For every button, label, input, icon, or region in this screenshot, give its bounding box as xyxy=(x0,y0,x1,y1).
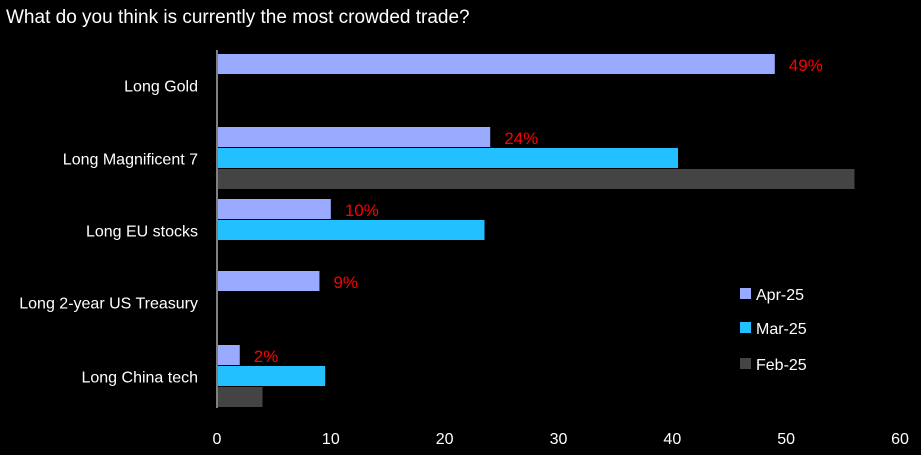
x-tick-label: 0 xyxy=(213,431,222,448)
bar-apr-25 xyxy=(218,127,491,147)
x-tick-label: 50 xyxy=(777,431,795,448)
x-tick-label: 60 xyxy=(891,431,909,448)
legend-label: Feb-25 xyxy=(756,357,807,374)
bar-apr-25 xyxy=(218,345,240,365)
x-tick-label: 10 xyxy=(322,431,340,448)
legend: Apr-25 Mar-25 Feb-25 xyxy=(740,287,807,374)
legend-label: Apr-25 xyxy=(756,287,804,304)
bar-apr-25 xyxy=(218,271,320,291)
plot-area: 0 10 20 30 40 50 60 Long Gold 49% Long Magnificen… xyxy=(19,50,909,448)
legend-swatch-feb-25 xyxy=(740,358,751,369)
chart-title: What do you think is currently the most … xyxy=(6,7,470,28)
data-label: 9% xyxy=(333,273,358,292)
bar-apr-25 xyxy=(218,54,775,74)
data-label: 24% xyxy=(504,129,538,148)
legend-swatch-mar-25 xyxy=(740,322,751,333)
legend-label: Mar-25 xyxy=(756,321,807,338)
x-tick-label: 20 xyxy=(436,431,454,448)
category-label: Long Magnificent 7 xyxy=(63,152,198,169)
legend-swatch-apr-25 xyxy=(740,288,751,299)
bar-mar-25 xyxy=(218,148,679,168)
x-tick-label: 40 xyxy=(663,431,681,448)
bar-mar-25 xyxy=(218,366,326,386)
category-label: Long 2-year US Treasury xyxy=(19,296,198,313)
category-label: Long China tech xyxy=(81,370,198,387)
category-label: Long EU stocks xyxy=(86,224,198,241)
category-label: Long Gold xyxy=(124,79,198,96)
bar-feb-25 xyxy=(218,387,263,407)
bar-feb-25 xyxy=(218,169,855,189)
data-label: 10% xyxy=(345,201,379,220)
bar-mar-25 xyxy=(218,220,485,240)
x-tick-label: 30 xyxy=(550,431,568,448)
data-label: 49% xyxy=(789,56,823,75)
bar-apr-25 xyxy=(218,199,331,219)
data-label: 2% xyxy=(254,347,279,366)
